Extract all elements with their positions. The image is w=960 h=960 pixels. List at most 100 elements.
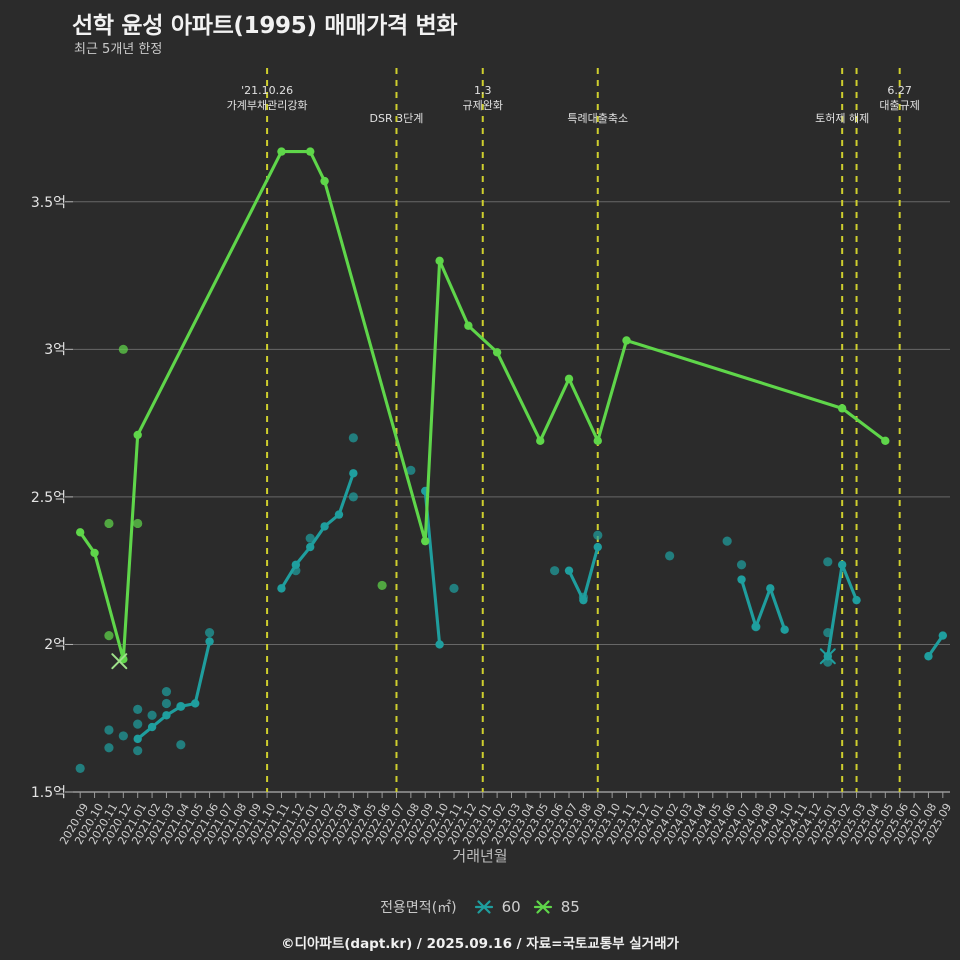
legend-label-85: 85: [560, 898, 580, 916]
footer-credit: ©디아파트(dapt.kr) / 2025.09.16 / 자료=국토교통부 실…: [281, 936, 679, 952]
data-point: [291, 560, 301, 569]
data-point: [147, 722, 157, 732]
annotation-label: 1.3 규제완화: [462, 84, 502, 114]
annotation-line-text: 규제완화: [462, 98, 503, 112]
data-point: [536, 436, 545, 446]
annotation-label: 토허제 해제: [815, 112, 869, 127]
annotation-line-text: 토허제 해제: [815, 112, 870, 125]
annotation-label: 6.27 대출규제: [879, 84, 919, 114]
data-point: [837, 404, 847, 413]
data-point: [90, 548, 99, 558]
series-line: [739, 577, 787, 632]
marker-x-left: [111, 653, 128, 670]
data-point: [133, 430, 142, 440]
data-point: [133, 719, 143, 729]
data-point: [133, 518, 143, 529]
data-point: [464, 321, 473, 330]
data-point: [305, 533, 315, 543]
data-point: [881, 436, 890, 446]
legend-item-60[interactable]: 60: [473, 896, 521, 918]
data-point: [737, 575, 746, 584]
data-point: [766, 584, 775, 593]
data-point: [306, 542, 315, 552]
y-tick-label: 2.5억: [30, 489, 66, 506]
annotation-line-text: '21.10.26: [241, 84, 294, 97]
data-point: [176, 740, 186, 750]
annotation-line-text: 1.3: [473, 84, 492, 97]
data-point: [722, 536, 732, 546]
data-point: [133, 746, 143, 756]
data-point: [348, 433, 358, 443]
data-point: [133, 734, 142, 744]
data-point: [104, 630, 114, 641]
y-tick-label: 3.5억: [30, 194, 66, 211]
data-point: [492, 348, 502, 357]
data-point: [320, 522, 329, 531]
data-point: [104, 518, 114, 529]
data-point: [320, 176, 329, 186]
star-marker-icon: [474, 900, 493, 914]
data-point: [550, 566, 560, 576]
y-tick-label: 3억: [44, 342, 66, 359]
data-point: [751, 622, 761, 631]
data-point: [75, 528, 85, 537]
data-point: [118, 344, 128, 354]
data-point: [435, 640, 444, 649]
annotation-label: '21.10.26 가계부채관리강화: [227, 84, 308, 114]
data-point: [104, 725, 114, 735]
data-point: [780, 625, 789, 634]
data-point: [852, 595, 861, 605]
data-point: [119, 655, 128, 664]
chart-subtitle: 최근 5개년 한정: [74, 42, 163, 57]
star-marker-icon: [533, 900, 552, 914]
annotation-line-text: 특례대출축소: [567, 112, 629, 125]
data-point: [162, 711, 171, 720]
data-point: [176, 702, 186, 711]
data-point: [377, 580, 387, 591]
annotation-line-text: 대출규제: [879, 98, 920, 112]
data-point: [924, 652, 933, 661]
series-line: [567, 545, 600, 602]
data-point: [204, 628, 215, 638]
data-point: [277, 584, 286, 593]
data-point: [348, 492, 358, 502]
data-point: [191, 699, 200, 708]
y-axis-tick-labels: 1.5억 2억 2.5억 3억 3.5억: [0, 0, 66, 960]
data-point: [133, 704, 143, 714]
x-axis-title: 거래년월: [452, 847, 508, 865]
legend-title: 전용면적(㎡): [380, 900, 457, 916]
data-point: [665, 551, 675, 561]
data-point: [75, 763, 85, 773]
data-point: [435, 256, 444, 265]
y-tick-label: 1.5억: [30, 785, 66, 801]
series-line: [279, 471, 355, 590]
data-point: [564, 566, 574, 575]
data-point: [277, 147, 286, 156]
data-point: [593, 436, 602, 446]
data-point: [593, 530, 603, 540]
data-point: [938, 631, 948, 640]
data-point: [736, 560, 747, 570]
data-point: [161, 698, 172, 709]
annotation-line-text: 6.27: [887, 84, 912, 97]
data-point: [622, 336, 631, 345]
data-point: [104, 743, 114, 753]
data-point: [579, 595, 588, 605]
series-line: [136, 639, 212, 741]
data-point: [837, 560, 847, 569]
data-point: [823, 557, 833, 567]
data-point: [147, 710, 157, 720]
data-point: [205, 637, 214, 646]
chart-legend: 전용면적(㎡) 60 85: [0, 896, 960, 918]
data-point: [349, 469, 358, 478]
data-point: [118, 731, 128, 741]
annotation-line-text: DSR 3단계: [369, 112, 424, 125]
data-point: [406, 465, 416, 475]
data-point: [421, 536, 430, 546]
data-point: [334, 510, 344, 519]
legend-item-85[interactable]: 85: [532, 896, 580, 918]
data-point: [161, 687, 172, 697]
annotation-line-text: 가계부채관리강화: [226, 98, 308, 112]
